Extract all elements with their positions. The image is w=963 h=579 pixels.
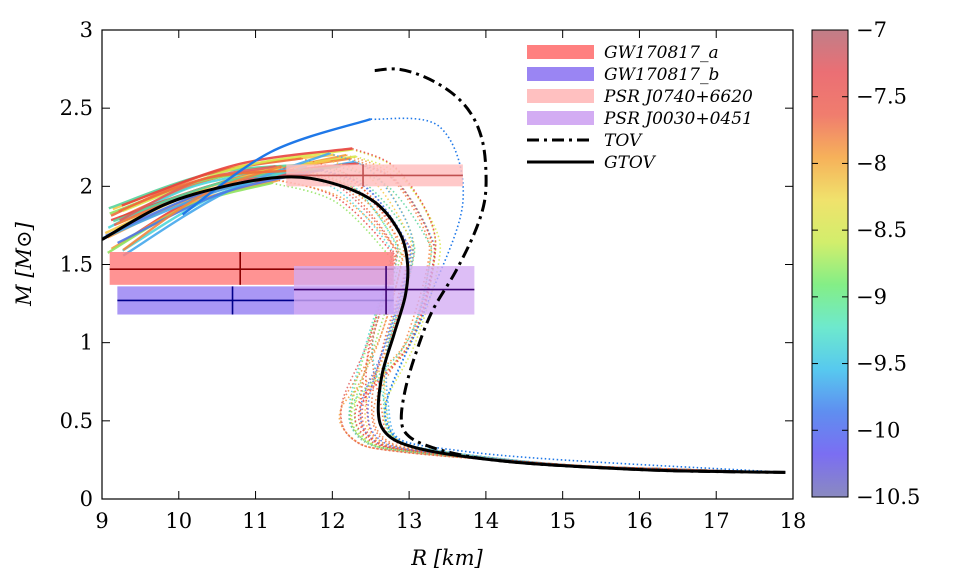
ensemble-curve-unstable (329, 152, 786, 474)
ensemble-curve-stable (118, 169, 294, 213)
ensemble-curve-unstable (270, 177, 786, 474)
colorbar-tick-label: −8.5 (856, 218, 907, 242)
ensemble-curve-unstable (354, 161, 786, 474)
colorbar-tick-label: −9.5 (856, 352, 907, 376)
y-tick-label: 3 (80, 18, 93, 42)
ensemble-curve-unstable (338, 154, 786, 474)
legend-label: TOV (604, 131, 643, 151)
ensemble-curve-unstable (271, 182, 786, 474)
gtov-curve (102, 175, 786, 474)
ensemble-curve-unstable (338, 165, 786, 474)
colorbar-tick-label: −7.5 (856, 85, 907, 109)
legend-swatch (527, 89, 594, 103)
x-tick-label: 12 (319, 509, 346, 533)
ensemble-curve-unstable (354, 162, 786, 474)
colorbar-tick-label: −9 (856, 285, 887, 309)
legend-label: GTOV (604, 153, 657, 173)
x-tick-label: 10 (165, 509, 192, 533)
legend-swatch (527, 67, 594, 81)
colorbar-tick-label: −8 (856, 151, 887, 175)
x-tick-label: 15 (549, 509, 576, 533)
ensemble-curve-unstable (276, 170, 786, 474)
y-tick-label: 1 (80, 331, 93, 355)
colorbar-tick-label: −10.5 (856, 485, 920, 509)
legend-label: GW170817_a (604, 43, 719, 63)
colorbar-tick-label: −10 (856, 418, 900, 442)
ensemble-curve-unstable (370, 117, 786, 474)
ensemble-curve-unstable (277, 179, 786, 474)
y-tick-label: 1.5 (60, 253, 93, 277)
x-tick-label: 14 (473, 509, 500, 533)
y-tick-label: 2 (80, 174, 93, 198)
colorbar: −7 −7.5 −8 −8.5 −9 −9.5 −10 −10.5 (811, 18, 920, 509)
y-tick-label: 2.5 (60, 96, 93, 120)
ensemble-curve-unstable (350, 157, 786, 474)
legend-swatch (527, 111, 594, 125)
x-axis-title: R [km] (410, 546, 483, 570)
legend-label: PSR J0030+0451 (603, 109, 753, 129)
colorbar-gradient (811, 29, 849, 498)
colorbar-tick-label: −7 (856, 18, 887, 42)
y-tick-label: 0 (80, 487, 93, 511)
axes: 9 10 11 12 13 14 15 16 17 18 0 0.5 1 1.5 2 2.5 3 (60, 18, 807, 533)
x-tick-label: 13 (396, 509, 423, 533)
x-tick-label: 18 (780, 509, 807, 533)
observational-constraints (109, 164, 475, 315)
ensemble-curve-unstable (293, 169, 786, 474)
ensemble-curve-stable (122, 148, 353, 213)
legend-label: GW170817_b (604, 65, 719, 85)
ensemble-curve-stable (121, 147, 353, 207)
y-tick-label: 0.5 (60, 409, 93, 433)
y-axis-title: M [M⊙] (12, 221, 36, 306)
legend-swatch (527, 45, 594, 59)
ensemble-curve-unstable (301, 157, 786, 474)
x-tick-label: 11 (242, 509, 269, 533)
x-tick-label: 16 (626, 509, 653, 533)
ensemble-curve-unstable (280, 165, 786, 474)
model-curves (102, 67, 786, 474)
x-tick-label: 9 (95, 509, 108, 533)
x-tick-label: 17 (703, 509, 730, 533)
ensemble-curve-unstable (322, 168, 786, 474)
ensemble-curve-stable (181, 117, 372, 216)
ensemble-curve-stable (107, 181, 273, 254)
legend-label: PSR J0740+6620 (603, 87, 753, 107)
